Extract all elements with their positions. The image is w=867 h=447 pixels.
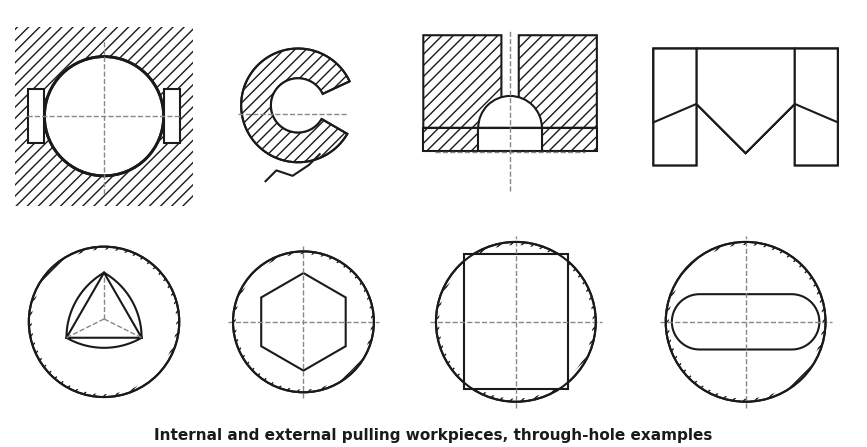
Polygon shape xyxy=(795,49,838,122)
Bar xyxy=(479,128,542,151)
Polygon shape xyxy=(261,273,346,371)
Polygon shape xyxy=(164,89,180,143)
Circle shape xyxy=(271,78,325,132)
Circle shape xyxy=(233,251,374,392)
Circle shape xyxy=(44,57,164,176)
Bar xyxy=(464,254,568,389)
Polygon shape xyxy=(67,273,141,348)
Polygon shape xyxy=(15,27,193,206)
Circle shape xyxy=(439,245,593,399)
Circle shape xyxy=(666,242,825,402)
Polygon shape xyxy=(672,294,819,350)
Circle shape xyxy=(436,242,596,402)
Polygon shape xyxy=(28,89,44,143)
Polygon shape xyxy=(654,49,838,165)
Polygon shape xyxy=(654,49,838,165)
Circle shape xyxy=(236,254,371,390)
Polygon shape xyxy=(423,128,479,151)
Polygon shape xyxy=(696,49,795,153)
Polygon shape xyxy=(542,128,596,151)
Polygon shape xyxy=(654,49,696,122)
Circle shape xyxy=(668,245,823,399)
Polygon shape xyxy=(423,35,501,128)
Polygon shape xyxy=(15,27,193,206)
Polygon shape xyxy=(518,35,596,128)
Polygon shape xyxy=(241,48,349,162)
Circle shape xyxy=(29,247,179,397)
Wedge shape xyxy=(479,96,542,128)
Circle shape xyxy=(32,249,176,394)
Text: Internal and external pulling workpieces, through-hole examples: Internal and external pulling workpieces… xyxy=(154,427,713,443)
